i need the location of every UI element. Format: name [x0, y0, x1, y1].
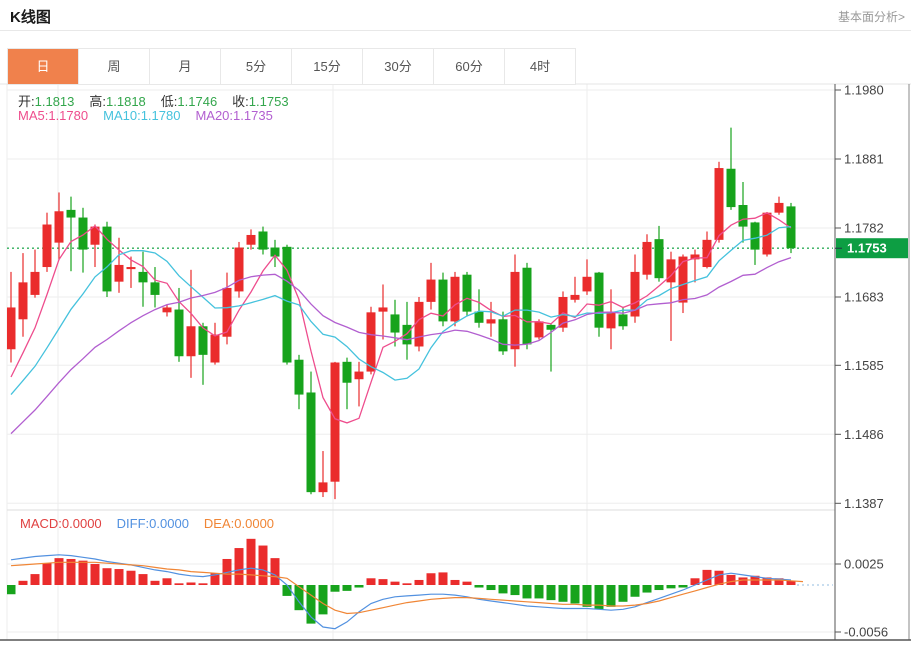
ohlc-legend-item: 高:1.1818 — [89, 94, 145, 109]
macd-legend: MACD:0.0000 DIFF:0.0000 DEA:0.0000 — [20, 516, 289, 531]
dea-line — [10, 561, 804, 615]
tab-interval-5[interactable]: 30分 — [363, 49, 434, 84]
tab-interval-2[interactable]: 月 — [150, 49, 221, 84]
legend-value: 1.1813 — [34, 94, 75, 109]
price-axis-label: 1.1683 — [844, 289, 884, 304]
legend-label: 高: — [89, 94, 107, 109]
price-axis-label: 1.1782 — [844, 220, 884, 235]
legend-value: 1.1780 — [48, 108, 89, 123]
macd-axis-label: 0.0025 — [844, 557, 884, 572]
header-divider — [0, 30, 911, 31]
legend-value: 1.1818 — [106, 94, 146, 109]
legend-label: MA5: — [18, 108, 49, 123]
legend-value: 1.1735 — [233, 108, 273, 123]
ohlc-legend: 开:1.1813 高:1.1818 低:1.1746 收:1.1753 — [18, 91, 304, 110]
fundamental-analysis-link[interactable]: 基本面分析> — [837, 10, 905, 24]
tab-interval-7[interactable]: 4时 — [505, 49, 575, 84]
tab-interval-0[interactable]: 日 — [8, 49, 79, 84]
tab-interval-4[interactable]: 15分 — [292, 49, 363, 84]
legend-label: DIFF: — [116, 516, 150, 531]
macd-legend-item: DIFF:0.0000 — [117, 516, 189, 531]
page-title: K线图 — [10, 9, 51, 26]
ohlc-legend-item: 开:1.1813 — [18, 94, 74, 109]
ohlc-legend-item: 低:1.1746 — [161, 94, 217, 109]
legend-label: 低: — [160, 94, 178, 109]
macd-axis-label: -0.0056 — [844, 625, 888, 640]
legend-label: 开: — [18, 94, 35, 109]
ohlc-legend-item: 收:1.1753 — [232, 94, 288, 109]
tab-interval-6[interactable]: 60分 — [434, 49, 505, 84]
macd-histogram — [7, 538, 796, 624]
ma20-line — [10, 256, 792, 435]
price-axis-label: 1.1486 — [844, 427, 884, 442]
legend-value: 1.1780 — [140, 108, 181, 123]
grid-layer — [6, 84, 835, 640]
tab-interval-1[interactable]: 周 — [79, 49, 150, 84]
legend-label: MACD: — [20, 516, 62, 531]
ma-legend-item: MA10:1.1780 — [103, 108, 180, 123]
price-axis-labels: 1.1980 1.1881 1.1782 1.1683 1.1585 1.1486 1.13… — [835, 83, 888, 640]
legend-value: 1.1753 — [248, 94, 289, 109]
current-price-value: 1.1753 — [847, 241, 887, 256]
legend-label: MA20: — [195, 108, 234, 123]
price-axis-label: 1.1387 — [844, 496, 884, 511]
price-axis-label: 1.1585 — [844, 358, 884, 373]
ma-legend-item: MA5:1.1780 — [18, 108, 88, 123]
ma-legend-item: MA20:1.1735 — [195, 108, 272, 123]
candles-layer — [7, 127, 796, 500]
ma5-line — [10, 212, 792, 424]
price-axis-label: 1.1980 — [844, 83, 884, 98]
price-axis-label: 1.1881 — [844, 151, 884, 166]
ma-legend: MA5:1.1780 MA10:1.1780 MA20:1.1735 — [18, 108, 288, 123]
tab-interval-3[interactable]: 5分 — [221, 49, 292, 84]
macd-legend-item: MACD:0.0000 — [20, 516, 102, 531]
macd-legend-item: DEA:0.0000 — [204, 516, 274, 531]
diff-line — [10, 554, 792, 630]
chart-frame — [0, 83, 911, 641]
legend-value: 1.1746 — [177, 94, 218, 109]
interval-tabbar: 日周月 5分 15分 30分 60分 4时 — [7, 48, 576, 85]
ma10-line — [10, 225, 792, 396]
legend-label: DEA: — [203, 516, 235, 531]
legend-label: 收: — [232, 94, 249, 109]
legend-value: 0.0000 — [149, 516, 189, 531]
legend-value: 0.0000 — [234, 516, 275, 531]
legend-value: 0.0000 — [61, 516, 102, 531]
legend-label: MA10: — [103, 108, 141, 123]
current-price-badge: 1.1753 — [835, 238, 908, 259]
